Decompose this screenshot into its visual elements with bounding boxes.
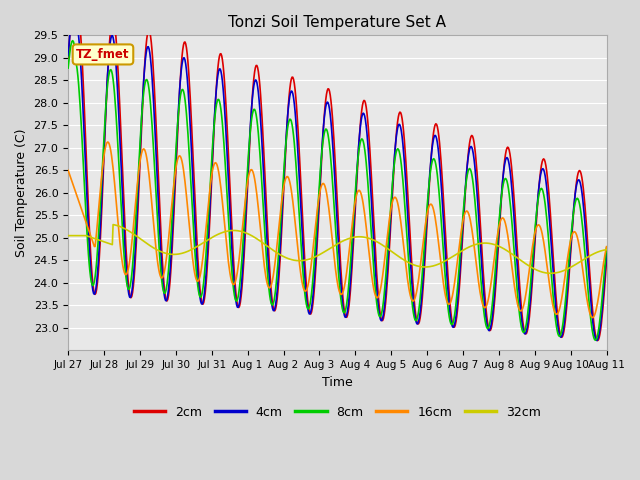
4cm xyxy=(603,251,611,256)
4cm xyxy=(404,206,412,212)
16cm xyxy=(130,217,138,223)
2cm xyxy=(603,257,611,263)
4cm xyxy=(75,34,83,39)
32cm xyxy=(213,232,221,238)
8cm xyxy=(69,38,77,44)
X-axis label: Time: Time xyxy=(322,376,353,389)
4cm xyxy=(64,53,72,59)
Line: 16cm: 16cm xyxy=(68,142,607,318)
2cm xyxy=(594,338,602,344)
16cm xyxy=(603,244,611,250)
2cm xyxy=(404,184,412,190)
16cm xyxy=(404,276,412,281)
32cm xyxy=(130,231,138,237)
4cm xyxy=(130,266,138,272)
32cm xyxy=(603,247,611,252)
16cm xyxy=(419,240,427,245)
8cm xyxy=(419,260,427,266)
4cm xyxy=(70,8,77,13)
8cm xyxy=(75,82,83,87)
8cm xyxy=(603,245,611,251)
Legend: 2cm, 4cm, 8cm, 16cm, 32cm: 2cm, 4cm, 8cm, 16cm, 32cm xyxy=(129,401,546,424)
8cm xyxy=(213,98,221,104)
2cm xyxy=(75,9,83,15)
16cm xyxy=(64,168,72,173)
16cm xyxy=(185,217,193,223)
2cm xyxy=(419,285,427,291)
2cm xyxy=(185,70,193,75)
2cm xyxy=(213,73,221,79)
2cm xyxy=(70,0,78,3)
32cm xyxy=(419,264,427,270)
8cm xyxy=(404,240,412,246)
Title: Tonzi Soil Temperature Set A: Tonzi Soil Temperature Set A xyxy=(228,15,446,30)
Line: 32cm: 32cm xyxy=(68,225,607,273)
32cm xyxy=(64,233,72,239)
2cm xyxy=(64,55,72,60)
32cm xyxy=(109,222,117,228)
8cm xyxy=(64,65,72,71)
Text: TZ_fmet: TZ_fmet xyxy=(76,48,130,61)
4cm xyxy=(419,276,427,281)
Line: 8cm: 8cm xyxy=(68,41,607,340)
16cm xyxy=(104,139,112,145)
16cm xyxy=(589,315,596,321)
16cm xyxy=(74,196,82,202)
8cm xyxy=(130,243,138,249)
8cm xyxy=(185,143,193,148)
2cm xyxy=(130,276,138,281)
Line: 2cm: 2cm xyxy=(68,0,607,341)
32cm xyxy=(74,233,82,239)
Y-axis label: Soil Temperature (C): Soil Temperature (C) xyxy=(15,129,28,257)
4cm xyxy=(185,96,193,102)
16cm xyxy=(213,163,221,168)
4cm xyxy=(593,337,601,343)
8cm xyxy=(591,337,599,343)
32cm xyxy=(185,248,193,254)
32cm xyxy=(404,259,412,265)
Line: 4cm: 4cm xyxy=(68,11,607,340)
4cm xyxy=(213,78,221,84)
32cm xyxy=(547,270,554,276)
